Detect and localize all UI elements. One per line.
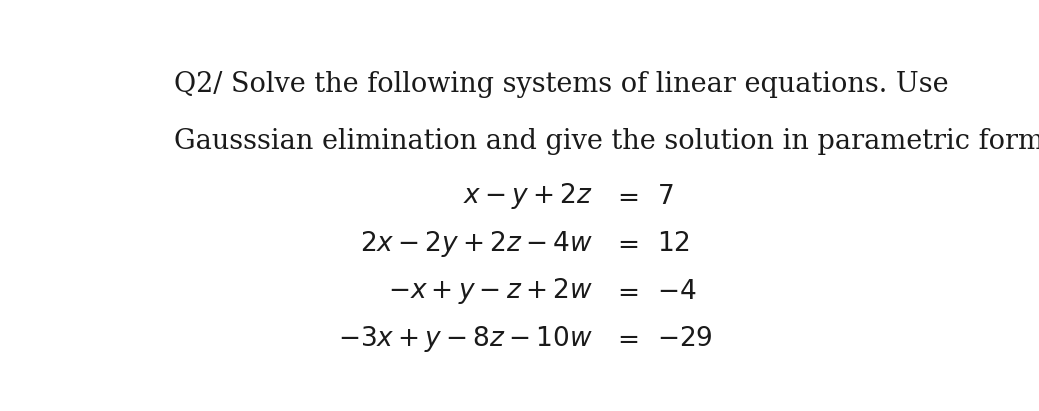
Text: $12$: $12$ [658,231,690,256]
Text: Gausssian elimination and give the solution in parametric form.: Gausssian elimination and give the solut… [175,128,1039,155]
Text: $-3x + y - 8z - 10w$: $-3x + y - 8z - 10w$ [338,324,593,354]
Text: $2x - 2y + 2z - 4w$: $2x - 2y + 2z - 4w$ [359,229,593,259]
Text: $-x + y - z + 2w$: $-x + y - z + 2w$ [389,277,593,307]
Text: Q2/ Solve the following systems of linear equations. Use: Q2/ Solve the following systems of linea… [175,72,949,99]
Text: $-4$: $-4$ [658,279,697,304]
Text: $7$: $7$ [658,184,674,209]
Text: $=$: $=$ [612,326,638,351]
Text: $=$: $=$ [612,184,638,209]
Text: $=$: $=$ [612,231,638,256]
Text: $=$: $=$ [612,279,638,304]
Text: $-29$: $-29$ [658,326,713,351]
Text: $x - y + 2z$: $x - y + 2z$ [463,182,593,212]
